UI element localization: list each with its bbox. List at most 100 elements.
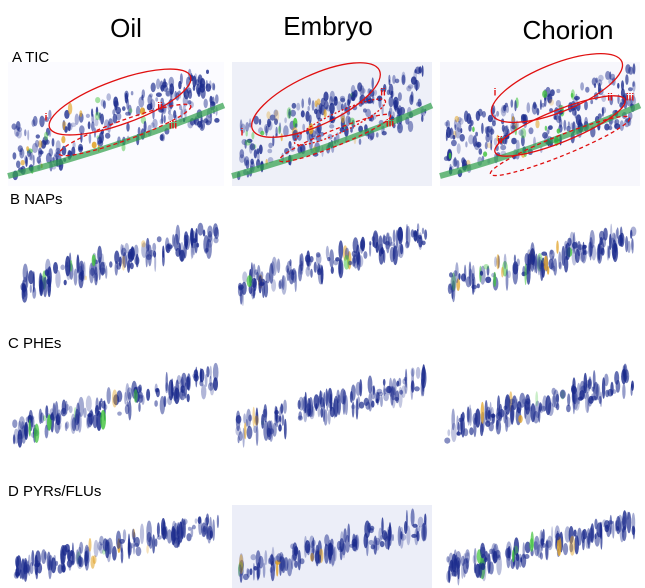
peak bbox=[152, 242, 157, 252]
peak bbox=[472, 135, 477, 147]
peak bbox=[17, 145, 23, 153]
peak bbox=[27, 554, 31, 577]
peak bbox=[375, 241, 379, 254]
peak bbox=[375, 398, 379, 404]
peak bbox=[186, 533, 192, 542]
peak bbox=[358, 138, 362, 145]
peak bbox=[263, 280, 269, 298]
peak bbox=[91, 141, 97, 149]
peak bbox=[159, 134, 164, 141]
peak bbox=[162, 84, 168, 92]
peak bbox=[195, 228, 198, 242]
peak bbox=[359, 85, 365, 97]
peak bbox=[244, 158, 247, 167]
peak bbox=[386, 232, 390, 239]
peak bbox=[244, 139, 251, 146]
peak bbox=[472, 555, 476, 564]
peak bbox=[398, 243, 404, 259]
peak bbox=[534, 400, 541, 418]
peak bbox=[242, 427, 245, 448]
peak bbox=[535, 391, 539, 407]
peak bbox=[379, 541, 385, 548]
peak bbox=[76, 254, 80, 274]
peak bbox=[405, 241, 410, 249]
peak bbox=[329, 406, 335, 418]
peak bbox=[243, 413, 247, 424]
peak bbox=[484, 557, 488, 563]
peak bbox=[115, 112, 122, 121]
peak bbox=[122, 529, 127, 542]
peak bbox=[104, 119, 110, 131]
peak bbox=[306, 398, 312, 417]
peak bbox=[304, 540, 311, 554]
peak bbox=[608, 78, 614, 86]
peak bbox=[243, 422, 247, 440]
peak bbox=[21, 425, 27, 444]
peak bbox=[293, 117, 298, 128]
peak bbox=[91, 121, 95, 132]
peak bbox=[133, 537, 135, 555]
peak bbox=[615, 516, 621, 535]
peak bbox=[456, 121, 462, 133]
peak bbox=[11, 123, 17, 130]
region-label: i bbox=[45, 113, 48, 124]
peak bbox=[383, 84, 387, 93]
peak bbox=[374, 391, 381, 404]
peak bbox=[79, 125, 85, 135]
peak bbox=[455, 127, 461, 139]
peak bbox=[211, 82, 216, 91]
peak bbox=[555, 402, 560, 411]
peak bbox=[378, 97, 382, 109]
peak bbox=[577, 244, 584, 251]
peak bbox=[395, 390, 400, 404]
peak bbox=[24, 560, 28, 567]
peak bbox=[127, 251, 132, 260]
peak bbox=[596, 522, 603, 538]
peak bbox=[135, 105, 141, 117]
peak bbox=[566, 404, 571, 413]
peak bbox=[598, 395, 602, 405]
peak bbox=[137, 126, 141, 136]
peak bbox=[26, 146, 29, 152]
peak bbox=[414, 386, 420, 392]
peak bbox=[180, 385, 185, 394]
peak bbox=[445, 131, 448, 142]
peak bbox=[172, 234, 175, 247]
peak bbox=[487, 114, 493, 123]
peak bbox=[410, 380, 415, 393]
peak bbox=[116, 263, 121, 270]
peak bbox=[329, 96, 334, 106]
peak bbox=[98, 400, 102, 411]
peak bbox=[245, 419, 248, 427]
peak bbox=[189, 227, 194, 246]
peak bbox=[84, 275, 88, 281]
peak bbox=[122, 106, 126, 111]
peak bbox=[405, 368, 408, 388]
peak bbox=[252, 406, 255, 427]
peak bbox=[518, 553, 523, 568]
peak bbox=[205, 120, 211, 126]
peak bbox=[373, 535, 378, 555]
peak bbox=[571, 108, 577, 116]
peak bbox=[63, 125, 66, 131]
peak bbox=[126, 387, 133, 400]
peak bbox=[392, 111, 395, 119]
peak bbox=[47, 266, 52, 288]
peak bbox=[283, 399, 287, 414]
peak bbox=[78, 546, 82, 558]
peak bbox=[55, 270, 61, 288]
peak bbox=[77, 143, 84, 153]
peak bbox=[453, 156, 457, 167]
peak bbox=[125, 383, 130, 402]
peak bbox=[120, 244, 124, 255]
peak bbox=[107, 537, 113, 555]
peak bbox=[342, 395, 346, 415]
peak bbox=[333, 398, 336, 419]
peak bbox=[330, 402, 335, 409]
peak bbox=[262, 408, 267, 418]
peak bbox=[258, 144, 263, 155]
peak bbox=[79, 541, 84, 554]
peak bbox=[515, 553, 520, 562]
peak bbox=[485, 276, 492, 284]
peak bbox=[372, 89, 378, 96]
